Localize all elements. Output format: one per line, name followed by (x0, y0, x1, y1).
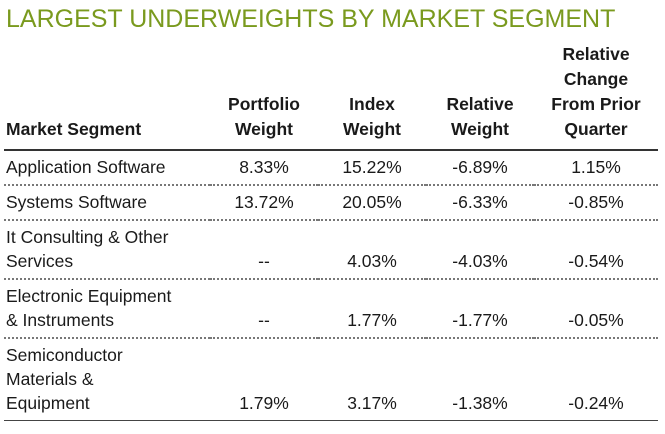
segment-cell: Application Software (4, 150, 210, 186)
header-index-weight: Index Weight (318, 42, 426, 151)
table-header-row: Market Segment Portfolio Weight Index We… (4, 42, 658, 151)
header-line: Relative (562, 44, 630, 64)
header-line: Relative (446, 94, 514, 114)
portfolio-weight-cell: 1.79% (210, 338, 318, 421)
table-row: Application Software 8.33% 15.22% -6.89%… (4, 150, 658, 186)
header-line: Index (349, 94, 395, 114)
segment-line: Semiconductor (6, 345, 123, 365)
segment-line: Electronic Equipment (6, 286, 172, 306)
portfolio-weight-cell: 13.72% (210, 185, 318, 221)
relative-change-cell: -0.54% (534, 220, 658, 280)
relative-weight-cell: -4.03% (426, 220, 534, 280)
header-line: Weight (342, 119, 401, 139)
header-line: Quarter (564, 119, 628, 139)
relative-change-cell: 1.15% (534, 150, 658, 186)
header-relative-weight: Relative Weight (426, 42, 534, 151)
index-weight-cell: 1.77% (318, 279, 426, 339)
table-row: Systems Software 13.72% 20.05% -6.33% -0… (4, 185, 658, 221)
segment-line: Materials & (6, 369, 94, 389)
segment-line: It Consulting & Other (6, 227, 169, 247)
relative-weight-cell: -6.89% (426, 150, 534, 186)
page-title: LARGEST UNDERWEIGHTS BY MARKET SEGMENT (6, 5, 616, 33)
relative-change-cell: -0.85% (534, 185, 658, 221)
table-row: Semiconductor Materials & Equipment 1.79… (4, 338, 658, 421)
header-line: Portfolio (228, 94, 300, 114)
segment-line: Equipment (6, 393, 90, 413)
relative-weight-cell: -1.77% (426, 279, 534, 339)
header-market-segment: Market Segment (4, 42, 210, 151)
portfolio-weight-cell: -- (210, 220, 318, 280)
header-line: Weight (450, 119, 509, 139)
portfolio-weight-cell: -- (210, 279, 318, 339)
segment-line: & Instruments (6, 310, 114, 330)
relative-change-cell: -0.24% (534, 338, 658, 421)
header-relative-change: Relative Change From Prior Quarter (534, 42, 658, 151)
table-row: It Consulting & Other Services -- 4.03% … (4, 220, 658, 280)
underweights-table: Market Segment Portfolio Weight Index We… (4, 42, 658, 421)
index-weight-cell: 20.05% (318, 185, 426, 221)
segment-line: Systems Software (6, 192, 148, 212)
index-weight-cell: 4.03% (318, 220, 426, 280)
header-line: From Prior (551, 94, 641, 114)
segment-line: Application Software (6, 157, 166, 177)
relative-weight-cell: -6.33% (426, 185, 534, 221)
table-row: Electronic Equipment & Instruments -- 1.… (4, 279, 658, 339)
segment-cell: Systems Software (4, 185, 210, 221)
index-weight-cell: 15.22% (318, 150, 426, 186)
header-portfolio-weight: Portfolio Weight (210, 42, 318, 151)
relative-weight-cell: -1.38% (426, 338, 534, 421)
relative-change-cell: -0.05% (534, 279, 658, 339)
portfolio-weight-cell: 8.33% (210, 150, 318, 186)
segment-cell: Electronic Equipment & Instruments (4, 279, 210, 339)
header-line: Weight (234, 119, 293, 139)
index-weight-cell: 3.17% (318, 338, 426, 421)
segment-line: Services (6, 251, 74, 271)
segment-cell: Semiconductor Materials & Equipment (4, 338, 210, 421)
segment-cell: It Consulting & Other Services (4, 220, 210, 280)
header-line: Market Segment (6, 119, 142, 139)
header-line: Change (563, 69, 629, 89)
